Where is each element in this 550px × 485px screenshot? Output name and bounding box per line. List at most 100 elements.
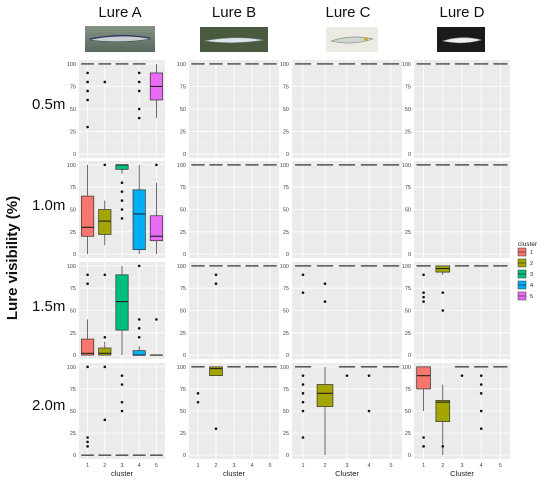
y-tick-label: 0 (183, 152, 186, 158)
y-tick-label: 75 (70, 185, 76, 191)
depth-label-1-5m: 1.5m (32, 298, 65, 315)
y-tick-label: 50 (180, 107, 186, 113)
panel-9: 0 25 50 75 100 (67, 262, 165, 359)
y-tick-label: 0 (408, 252, 411, 258)
box-lure-a-1.5m-cluster-3 (115, 265, 129, 356)
outlier-point (367, 409, 371, 413)
x-tick-label: 5 (268, 463, 271, 469)
box-iqr (81, 338, 95, 356)
lure-a-photo (85, 26, 155, 52)
outlier-point (103, 335, 107, 339)
x-tick-label: 3 (345, 463, 348, 469)
box-lure-c-2.0m-cluster-2 (316, 366, 334, 456)
outlier-point (120, 208, 124, 211)
outlier-point (301, 392, 305, 395)
lure-title-b: Lure B (212, 4, 256, 21)
outlier-point (120, 400, 124, 404)
outlier-point (323, 300, 327, 303)
outlier-point (196, 392, 200, 395)
y-tick-label: 100 (67, 365, 76, 371)
y-tick-label: 0 (408, 152, 411, 158)
outlier-point (137, 318, 141, 321)
y-tick-label: 75 (180, 84, 186, 90)
outlier-point (301, 383, 305, 386)
outlier-point (367, 374, 371, 377)
legend-label: 3 (530, 272, 533, 278)
y-tick-label: 100 (67, 62, 76, 68)
outlier-point (214, 273, 218, 277)
x-axis-title: Cluster (450, 469, 474, 478)
y-tick-label: 75 (70, 84, 76, 90)
box-lure-c-2.0m-cluster-1 (294, 366, 312, 439)
panel-15: 0 25 50 75 100 1 2 3 4 5 Cluster (280, 363, 402, 478)
y-tick-label: 25 (180, 230, 186, 236)
x-tick-label: 3 (232, 463, 235, 469)
outlier-point (214, 427, 218, 430)
box-lure-a-0.5m-cluster-5 (149, 63, 163, 119)
x-tick-label: 1 (196, 463, 199, 469)
outlier-point (137, 107, 141, 111)
legend-label: 5 (530, 294, 533, 300)
box-iqr (115, 164, 129, 170)
outlier-point (137, 89, 141, 93)
box-lure-d-2.0m-cluster-2 (435, 384, 451, 456)
y-tick-label: 25 (405, 331, 411, 337)
y-tick-label: 25 (180, 431, 186, 437)
lure-d-photo (437, 27, 485, 52)
outlier-point (86, 80, 89, 84)
y-tick-label: 75 (405, 84, 411, 90)
y-tick-label: 50 (405, 107, 411, 113)
y-tick-label: 50 (283, 208, 289, 214)
panel-3: 0 25 50 75 100 (280, 60, 402, 158)
x-tick-label: 4 (367, 463, 370, 469)
outlier-point (301, 400, 305, 404)
legend-label: 4 (530, 283, 533, 289)
lure-title-c: Lure C (325, 4, 370, 21)
outlier-point (422, 436, 425, 439)
y-tick-label: 100 (177, 365, 186, 371)
y-tick-label: 75 (283, 387, 289, 393)
lure-c-photo (326, 27, 378, 52)
box-lure-a-1.0m-cluster-2 (98, 163, 112, 246)
y-tick-label: 25 (180, 130, 186, 136)
outlier-point (86, 436, 89, 439)
outlier-point (301, 409, 305, 413)
y-tick-label: 25 (283, 431, 289, 437)
y-tick-label: 50 (70, 208, 76, 214)
y-tick-label: 75 (180, 185, 186, 191)
outlier-point (155, 318, 158, 321)
y-tick-label: 25 (180, 331, 186, 337)
panel-5: 0 25 50 75 100 (67, 161, 165, 258)
box-lure-a-2.0m-cluster-1 (81, 365, 95, 456)
box-lure-a-2.0m-cluster-2 (98, 365, 112, 456)
outlier-point (120, 181, 124, 185)
y-tick-label: 50 (283, 309, 289, 315)
panel-13: 0 25 50 75 100 1 2 3 4 5 cluster (67, 363, 165, 478)
y-tick-label: 25 (283, 130, 289, 136)
x-tick-label: 4 (480, 463, 483, 469)
outlier-point (120, 374, 124, 377)
outlier-point (323, 282, 327, 286)
box-lure-c-2.0m-cluster-4 (360, 366, 378, 413)
outlier-point (137, 327, 141, 330)
box-lure-a-1.0m-cluster-4 (132, 164, 146, 255)
y-tick-label: 75 (283, 185, 289, 191)
outlier-point (137, 71, 141, 75)
y-tick-label: 100 (67, 163, 76, 169)
panel-11: 0 25 50 75 100 (280, 262, 402, 359)
y-tick-label: 25 (283, 331, 289, 337)
box-iqr (149, 215, 163, 242)
box-iqr (81, 195, 95, 237)
depth-label-1-0m: 1.0m (32, 197, 65, 214)
x-tick-label: 5 (389, 463, 392, 469)
outlier-point (422, 291, 425, 294)
depth-label-0-5m: 0.5m (32, 96, 65, 113)
y-tick-label: 75 (405, 387, 411, 393)
y-tick-label: 100 (402, 163, 411, 169)
outlier-point (479, 409, 483, 413)
outlier-point (86, 125, 89, 129)
box-lure-a-1.0m-cluster-3 (115, 164, 129, 220)
y-tick-label: 50 (70, 409, 76, 415)
legend-label: 2 (530, 261, 533, 267)
y-tick-label: 50 (180, 409, 186, 415)
